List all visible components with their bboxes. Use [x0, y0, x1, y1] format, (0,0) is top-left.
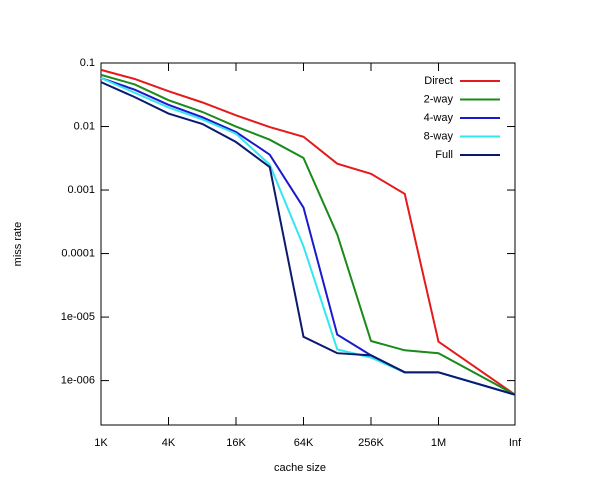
series-line: [100, 73, 516, 396]
x-tick-label: 16K: [226, 437, 246, 449]
y-tick-label: 0.1: [80, 57, 95, 69]
x-tick-label: 1K: [94, 437, 108, 449]
series-line: [100, 81, 516, 396]
x-tick-label: 4K: [162, 437, 176, 449]
legend-label: 8-way: [424, 130, 454, 142]
x-axis-label: cache size: [274, 462, 326, 474]
legend-label: 2-way: [424, 93, 454, 105]
y-tick-label: 0.0001: [61, 247, 95, 259]
legend-label: 4-way: [424, 112, 454, 124]
x-tick-label: 64K: [294, 437, 314, 449]
y-tick-label: 1e-005: [61, 311, 95, 323]
plot-frame: [100, 62, 516, 426]
y-tick-label: 0.01: [74, 120, 95, 132]
x-tick-label: 256K: [358, 437, 384, 449]
series-line: [100, 77, 516, 396]
x-tick-label: Inf: [509, 437, 522, 449]
legend-label: Direct: [424, 75, 453, 87]
series-line: [100, 77, 516, 396]
y-tick-label: 1e-006: [61, 375, 95, 387]
series-line: [100, 68, 516, 396]
x-tick-label: 1M: [431, 437, 446, 449]
y-axis-label: miss rate: [12, 222, 24, 267]
y-tick-label: 0.001: [67, 184, 95, 196]
legend-label: Full: [435, 149, 453, 161]
